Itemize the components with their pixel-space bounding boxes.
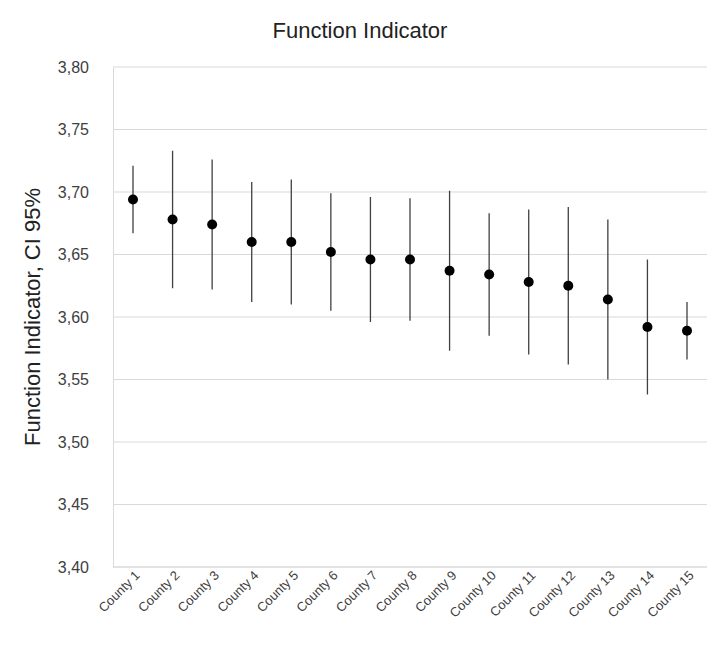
x-tick-label: County 2 (135, 568, 182, 615)
point (642, 322, 652, 332)
x-tick-label: County 15 (644, 568, 697, 621)
marks (128, 151, 692, 395)
x-tick: County 2 (135, 567, 182, 615)
y-tick-label: 3,45 (58, 496, 89, 513)
y-axis-line (113, 68, 114, 568)
point (445, 266, 455, 276)
point (405, 255, 415, 265)
point (524, 277, 534, 287)
point (326, 247, 336, 257)
y-tick: 3,80 (58, 59, 113, 76)
x-tick: County 1 (95, 567, 142, 615)
y-tick-label: 3,50 (58, 434, 89, 451)
y-tick: 3,65 (58, 246, 113, 263)
y-tick: 3,40 (58, 559, 113, 576)
point (682, 326, 692, 336)
y-tick: 3,75 (58, 121, 113, 138)
x-tick-label: County 8 (372, 568, 419, 615)
y-tick-label: 3,40 (58, 559, 89, 576)
chart-title: Function Indicator (273, 18, 448, 43)
point (168, 215, 178, 225)
y-tick: 3,45 (58, 496, 113, 513)
y-tick-label: 3,80 (58, 59, 89, 76)
x-tick-label: County 4 (214, 568, 261, 615)
point (247, 237, 257, 247)
x-tick: County 4 (214, 567, 261, 615)
y-tick-label: 3,65 (58, 246, 89, 263)
y-axis-title: Function Indicator, CI 95% (20, 188, 45, 446)
y-tick: 3,60 (58, 309, 113, 326)
x-tick: County 3 (175, 567, 222, 615)
x-axis: County 1County 2County 3County 4County 5… (95, 567, 707, 620)
y-tick: 3,55 (58, 371, 113, 388)
x-tick: County 7 (333, 567, 380, 615)
point (603, 295, 613, 305)
x-tick-label: County 5 (254, 568, 301, 615)
x-tick: County 5 (254, 567, 301, 615)
x-tick: County 8 (372, 567, 419, 615)
y-tick-label: 3,60 (58, 309, 89, 326)
y-tick-label: 3,70 (58, 184, 89, 201)
chart: Function Indicator3,403,453,503,553,603,… (0, 0, 720, 662)
y-tick: 3,50 (58, 434, 113, 451)
point (286, 237, 296, 247)
x-tick-label: County 6 (293, 568, 340, 615)
grid-line (113, 67, 707, 68)
grid-line (113, 129, 707, 130)
y-axis: 3,40 3,45 3,50 3,55 3,60 3,65 3,70 3,75 3,80 (58, 59, 114, 576)
y-tick-label: 3,75 (58, 121, 89, 138)
x-axis-line (113, 567, 707, 568)
grid-line (113, 567, 707, 568)
point (484, 270, 494, 280)
grid-line (113, 192, 707, 193)
x-tick: County 6 (293, 567, 340, 615)
point (563, 281, 573, 291)
point (128, 195, 138, 205)
grid-line (113, 442, 707, 443)
x-tick: County 15 (644, 567, 697, 620)
y-tick-label: 3,55 (58, 371, 89, 388)
x-tick-label: County 3 (175, 568, 222, 615)
grid-line (113, 504, 707, 505)
x-tick-label: County 1 (95, 568, 142, 615)
y-tick: 3,70 (58, 184, 113, 201)
grid (113, 67, 707, 567)
x-tick-label: County 7 (333, 568, 380, 615)
grid-line (113, 379, 707, 380)
point (207, 220, 217, 230)
point (365, 255, 375, 265)
